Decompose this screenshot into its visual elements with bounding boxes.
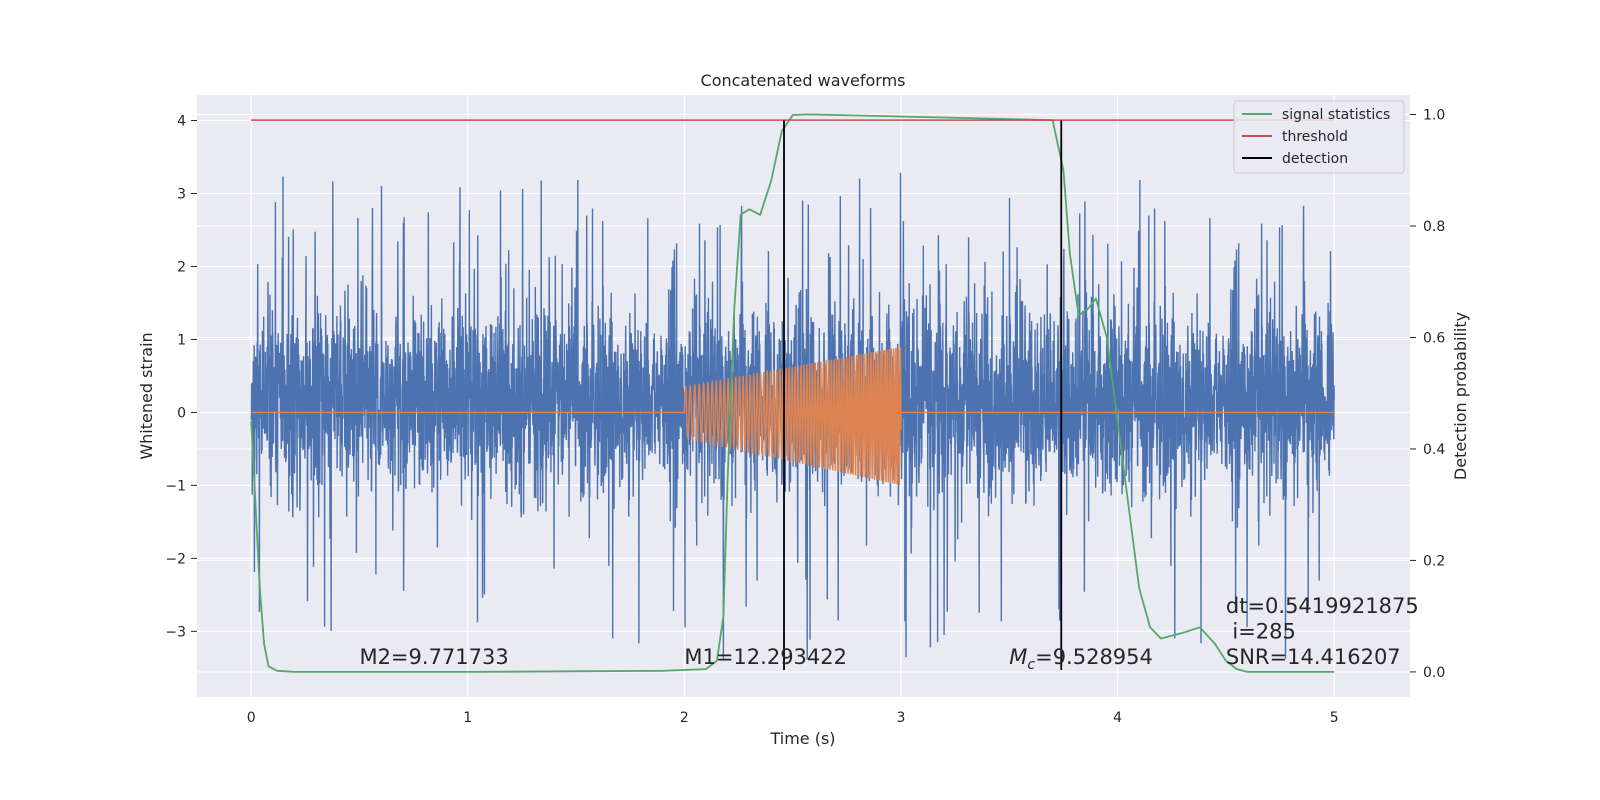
- annotation-text: M1=12.293422: [684, 645, 847, 669]
- x-tick-label: 3: [897, 710, 906, 726]
- legend-box: [1233, 100, 1405, 174]
- y-tick-label: −1: [165, 478, 186, 494]
- legend: signal statistics threshold detection: [1233, 100, 1405, 174]
- x-tick-label: 2: [680, 710, 689, 726]
- x-axis-label: Time (s): [769, 729, 835, 748]
- annotation-value: =9.528954: [1035, 645, 1153, 669]
- y-right-tick-label: 1.0: [1423, 108, 1445, 124]
- y-right-tick-label: 0.8: [1423, 219, 1445, 235]
- y-tick-label: 2: [177, 259, 186, 275]
- signal-statistics-line: [250, 113, 1335, 673]
- plot-area: 0 1 2 3 4 5 −3 −2 −1 0 1 2 3 4 0.0 0.2 0.4 0.6 0.8 1.0 M2=9.…: [165, 95, 1445, 726]
- y-tick-label: 4: [177, 114, 186, 130]
- annotation-subscript: c: [1027, 657, 1035, 673]
- chart-title: Concatenated waveforms: [701, 71, 906, 90]
- x-tick-label: 5: [1330, 710, 1339, 726]
- annotation-text: i=285: [1232, 620, 1296, 644]
- y-right-tick-label: 0.0: [1423, 665, 1445, 681]
- y-axis-label-right: Detection probability: [1451, 312, 1470, 480]
- x-tick-label: 4: [1113, 710, 1122, 726]
- x-tick-label: 1: [463, 710, 472, 726]
- annotation-text: Mc=9.528954: [1009, 645, 1153, 673]
- y-tick-label: 3: [177, 187, 186, 203]
- y-tick-label: 1: [177, 332, 186, 348]
- y-right-tick-label: 0.2: [1423, 553, 1445, 569]
- chirp-template-line: [251, 346, 1335, 485]
- annotation-text: M2=9.771733: [359, 645, 508, 669]
- y-tick-label: −3: [165, 624, 186, 640]
- legend-label: detection: [1282, 151, 1348, 167]
- annotation-text: dt=0.5419921875: [1226, 594, 1419, 618]
- y-tick-label: −2: [165, 551, 186, 567]
- y-tick-label: 0: [177, 405, 186, 421]
- annotation-symbol: M: [1009, 645, 1027, 669]
- y-right-tick-label: 0.6: [1423, 330, 1445, 346]
- legend-label: threshold: [1282, 129, 1348, 145]
- y-right-tick-label: 0.4: [1423, 442, 1445, 458]
- x-tick-label: 0: [247, 710, 256, 726]
- legend-label: signal statistics: [1282, 107, 1390, 123]
- plot-series: [250, 113, 1335, 673]
- annotation-text: SNR=14.416207: [1226, 645, 1401, 669]
- y-axis-label: Whitened strain: [137, 332, 156, 459]
